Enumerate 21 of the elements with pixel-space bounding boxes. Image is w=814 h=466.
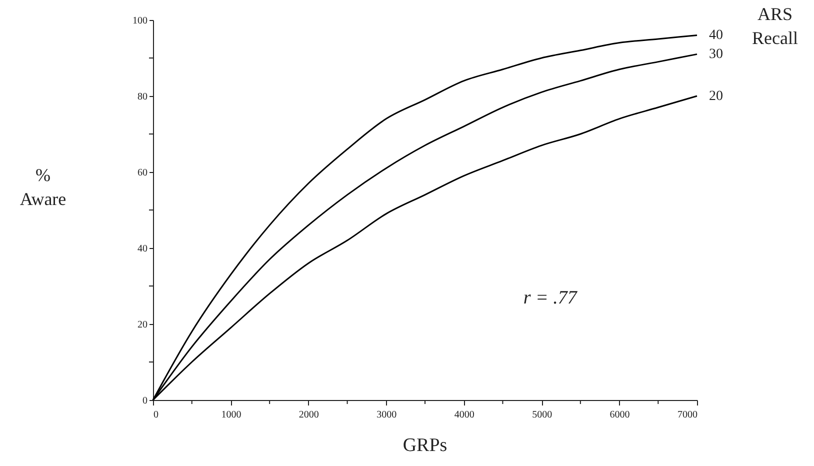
y-tick-label: 0: [142, 396, 148, 406]
x-tick-label: 4000: [454, 410, 474, 420]
series-label: 30: [709, 47, 723, 62]
x-tick-label: 6000: [610, 410, 630, 420]
x-tick-label: 0: [154, 410, 158, 420]
y-tick-label: 20: [138, 320, 148, 330]
series-label: 40: [709, 28, 723, 44]
x-tick-label: 5000: [532, 410, 552, 420]
x-tick-label: 2000: [298, 410, 319, 420]
y-tick-label: 100: [132, 16, 148, 26]
x-tick-label: 1000: [221, 410, 242, 420]
y-tick-label: 60: [138, 168, 148, 178]
series-label: 20: [709, 89, 723, 104]
x-axis-title: GRPs: [402, 435, 448, 456]
x-tick-label: 7000: [678, 410, 698, 420]
x-tick-label: 3000: [376, 410, 397, 420]
y-axis-title: % Aware: [20, 165, 66, 209]
y-tick-label: 80: [138, 92, 148, 102]
annotation: r = .77: [523, 287, 578, 308]
y-tick-label: 40: [138, 244, 148, 254]
legend-title: ARS Recall: [752, 4, 798, 48]
